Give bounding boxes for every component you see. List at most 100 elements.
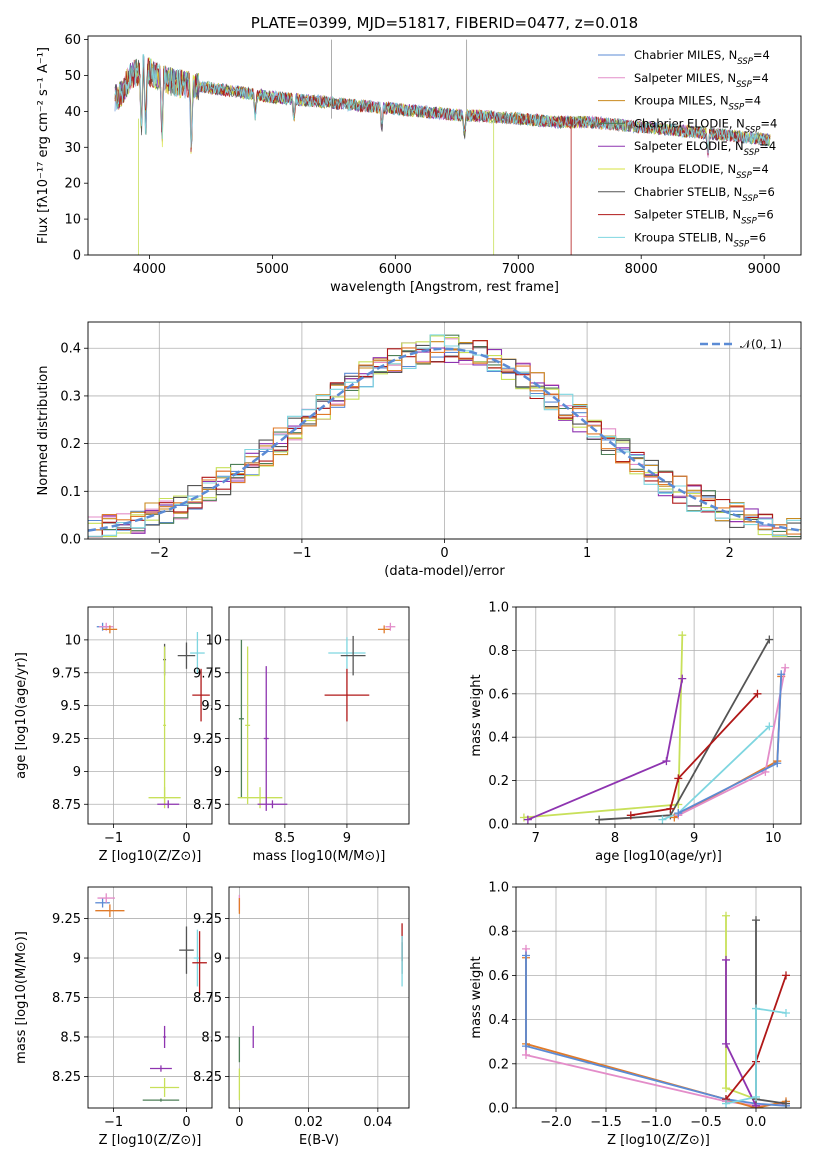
weight-point bbox=[523, 815, 532, 824]
weight-point bbox=[662, 757, 671, 766]
y-tick-label: 10 bbox=[205, 633, 222, 648]
y-tick-label: 0 bbox=[73, 249, 81, 264]
y-axis-label: Flux [fλ10⁻¹⁷ erg cm⁻² s⁻¹ A⁻¹] bbox=[36, 47, 51, 244]
weight-point bbox=[773, 759, 782, 768]
axes-frame bbox=[87, 35, 802, 256]
y-tick-label: 9.25 bbox=[193, 732, 222, 747]
x-axis-label: Z [log10(Z/Z⊙)] bbox=[99, 849, 202, 864]
y-tick-label: 0.1 bbox=[60, 485, 81, 500]
weight-point bbox=[626, 811, 635, 820]
x-tick-label: −2 bbox=[150, 546, 169, 561]
weight-point bbox=[722, 1039, 730, 1048]
axes-frame bbox=[228, 606, 410, 825]
x-tick-label: −0.5 bbox=[690, 1115, 722, 1130]
x-tick-label: −1.0 bbox=[640, 1115, 672, 1130]
y-tick-label: 8.75 bbox=[52, 991, 81, 1006]
histogram-series bbox=[88, 342, 801, 538]
histogram-steps bbox=[88, 334, 801, 538]
y-tick-label: 10 bbox=[64, 633, 81, 648]
y-axis-label: mass [log10(M/M⊙)] bbox=[14, 931, 29, 1064]
weight-point bbox=[753, 689, 762, 698]
axes-frame bbox=[515, 886, 802, 1109]
x-tick-label: 0.04 bbox=[363, 1115, 392, 1130]
x-tick-label: 1 bbox=[583, 546, 591, 561]
weight-point bbox=[752, 916, 760, 925]
histogram-series bbox=[88, 347, 801, 535]
axes-frame bbox=[87, 886, 213, 1109]
weight-point bbox=[674, 774, 683, 783]
y-tick-label: 9.75 bbox=[193, 666, 222, 681]
legend-label: Salpeter MILES, NSSP=4 bbox=[634, 71, 769, 90]
y-tick-label: 0.2 bbox=[60, 437, 81, 452]
x-tick-label: 9 bbox=[690, 831, 698, 846]
x-axis-label: Z [log10(Z/Z⊙)] bbox=[99, 1133, 202, 1148]
weight-series-line bbox=[725, 1007, 787, 1105]
y-axis-label: mass weight bbox=[469, 674, 484, 756]
spectrum-lines bbox=[114, 39, 771, 255]
weight-point bbox=[722, 911, 730, 920]
x-tick-label: −1 bbox=[292, 546, 311, 561]
x-tick-label: 0.0 bbox=[746, 1115, 767, 1130]
weight-point bbox=[522, 1042, 530, 1051]
x-tick-label: 8 bbox=[611, 831, 619, 846]
y-tick-label: 9.25 bbox=[52, 732, 81, 747]
weight-lines bbox=[519, 631, 790, 824]
y-tick-label: 0.4 bbox=[60, 342, 81, 357]
errorbar-group bbox=[237, 622, 396, 811]
weight-point bbox=[782, 1008, 790, 1017]
y-tick-label: 0.6 bbox=[488, 969, 509, 984]
weight-point bbox=[722, 955, 730, 964]
errorbar-group bbox=[95, 893, 207, 1102]
y-axis-label: mass weight bbox=[469, 956, 484, 1038]
y-tick-label: 0.3 bbox=[60, 389, 81, 404]
x-tick-label: −1.5 bbox=[590, 1115, 622, 1130]
weight-point bbox=[722, 1099, 730, 1108]
y-tick-label: 0.0 bbox=[60, 533, 81, 548]
axes-frame bbox=[87, 321, 802, 540]
x-axis-label: age [log10(age/yr)] bbox=[595, 849, 722, 864]
axes-frame bbox=[87, 606, 213, 825]
x-tick-label: 0.02 bbox=[294, 1115, 323, 1130]
y-tick-label: 9.25 bbox=[193, 912, 222, 927]
y-axis-label: Normed distribution bbox=[36, 366, 51, 496]
histogram-series bbox=[88, 334, 801, 537]
weight-point bbox=[765, 722, 774, 731]
x-tick-label: 0 bbox=[182, 831, 190, 846]
x-tick-label: −2.0 bbox=[540, 1115, 572, 1130]
y-tick-label: 0.4 bbox=[488, 731, 509, 746]
weight-point bbox=[666, 804, 675, 813]
axes-frame bbox=[515, 606, 802, 825]
normal-curve bbox=[88, 347, 801, 532]
spectrum-series-line bbox=[114, 53, 771, 154]
x-tick-label: −1 bbox=[104, 831, 123, 846]
errorbar-group bbox=[96, 622, 210, 809]
y-tick-label: 0.2 bbox=[488, 774, 509, 789]
y-tick-label: 0.4 bbox=[488, 1013, 509, 1028]
y-tick-label: 9 bbox=[73, 952, 81, 967]
weight-point bbox=[522, 1050, 530, 1059]
weight-point bbox=[765, 635, 774, 644]
y-tick-label: 9 bbox=[73, 765, 81, 780]
x-tick-label: 9 bbox=[343, 831, 351, 846]
y-tick-label: 40 bbox=[64, 105, 81, 120]
weight-series-line bbox=[599, 639, 771, 821]
y-tick-label: 30 bbox=[64, 141, 81, 156]
y-tick-label: 9 bbox=[214, 952, 222, 967]
weight-series-line bbox=[725, 915, 757, 1101]
weight-series-line bbox=[630, 693, 759, 817]
y-tick-label: 9.75 bbox=[52, 666, 81, 681]
y-tick-label: 9 bbox=[214, 765, 222, 780]
weight-point bbox=[522, 951, 530, 960]
y-tick-label: 0.0 bbox=[488, 1102, 509, 1117]
histogram-series bbox=[88, 340, 801, 538]
x-tick-label: 4000 bbox=[133, 262, 166, 277]
x-tick-label: 2 bbox=[726, 546, 734, 561]
legend-label: Chabrier STELIB, NSSP=6 bbox=[634, 185, 775, 204]
weight-series-line bbox=[523, 635, 684, 819]
x-axis-label: mass [log10(M/M⊙)] bbox=[253, 849, 386, 864]
weight-lines bbox=[522, 911, 790, 1108]
y-tick-label: 50 bbox=[64, 69, 81, 84]
y-tick-label: 0.8 bbox=[488, 644, 509, 659]
x-tick-label: 0 bbox=[440, 546, 448, 561]
